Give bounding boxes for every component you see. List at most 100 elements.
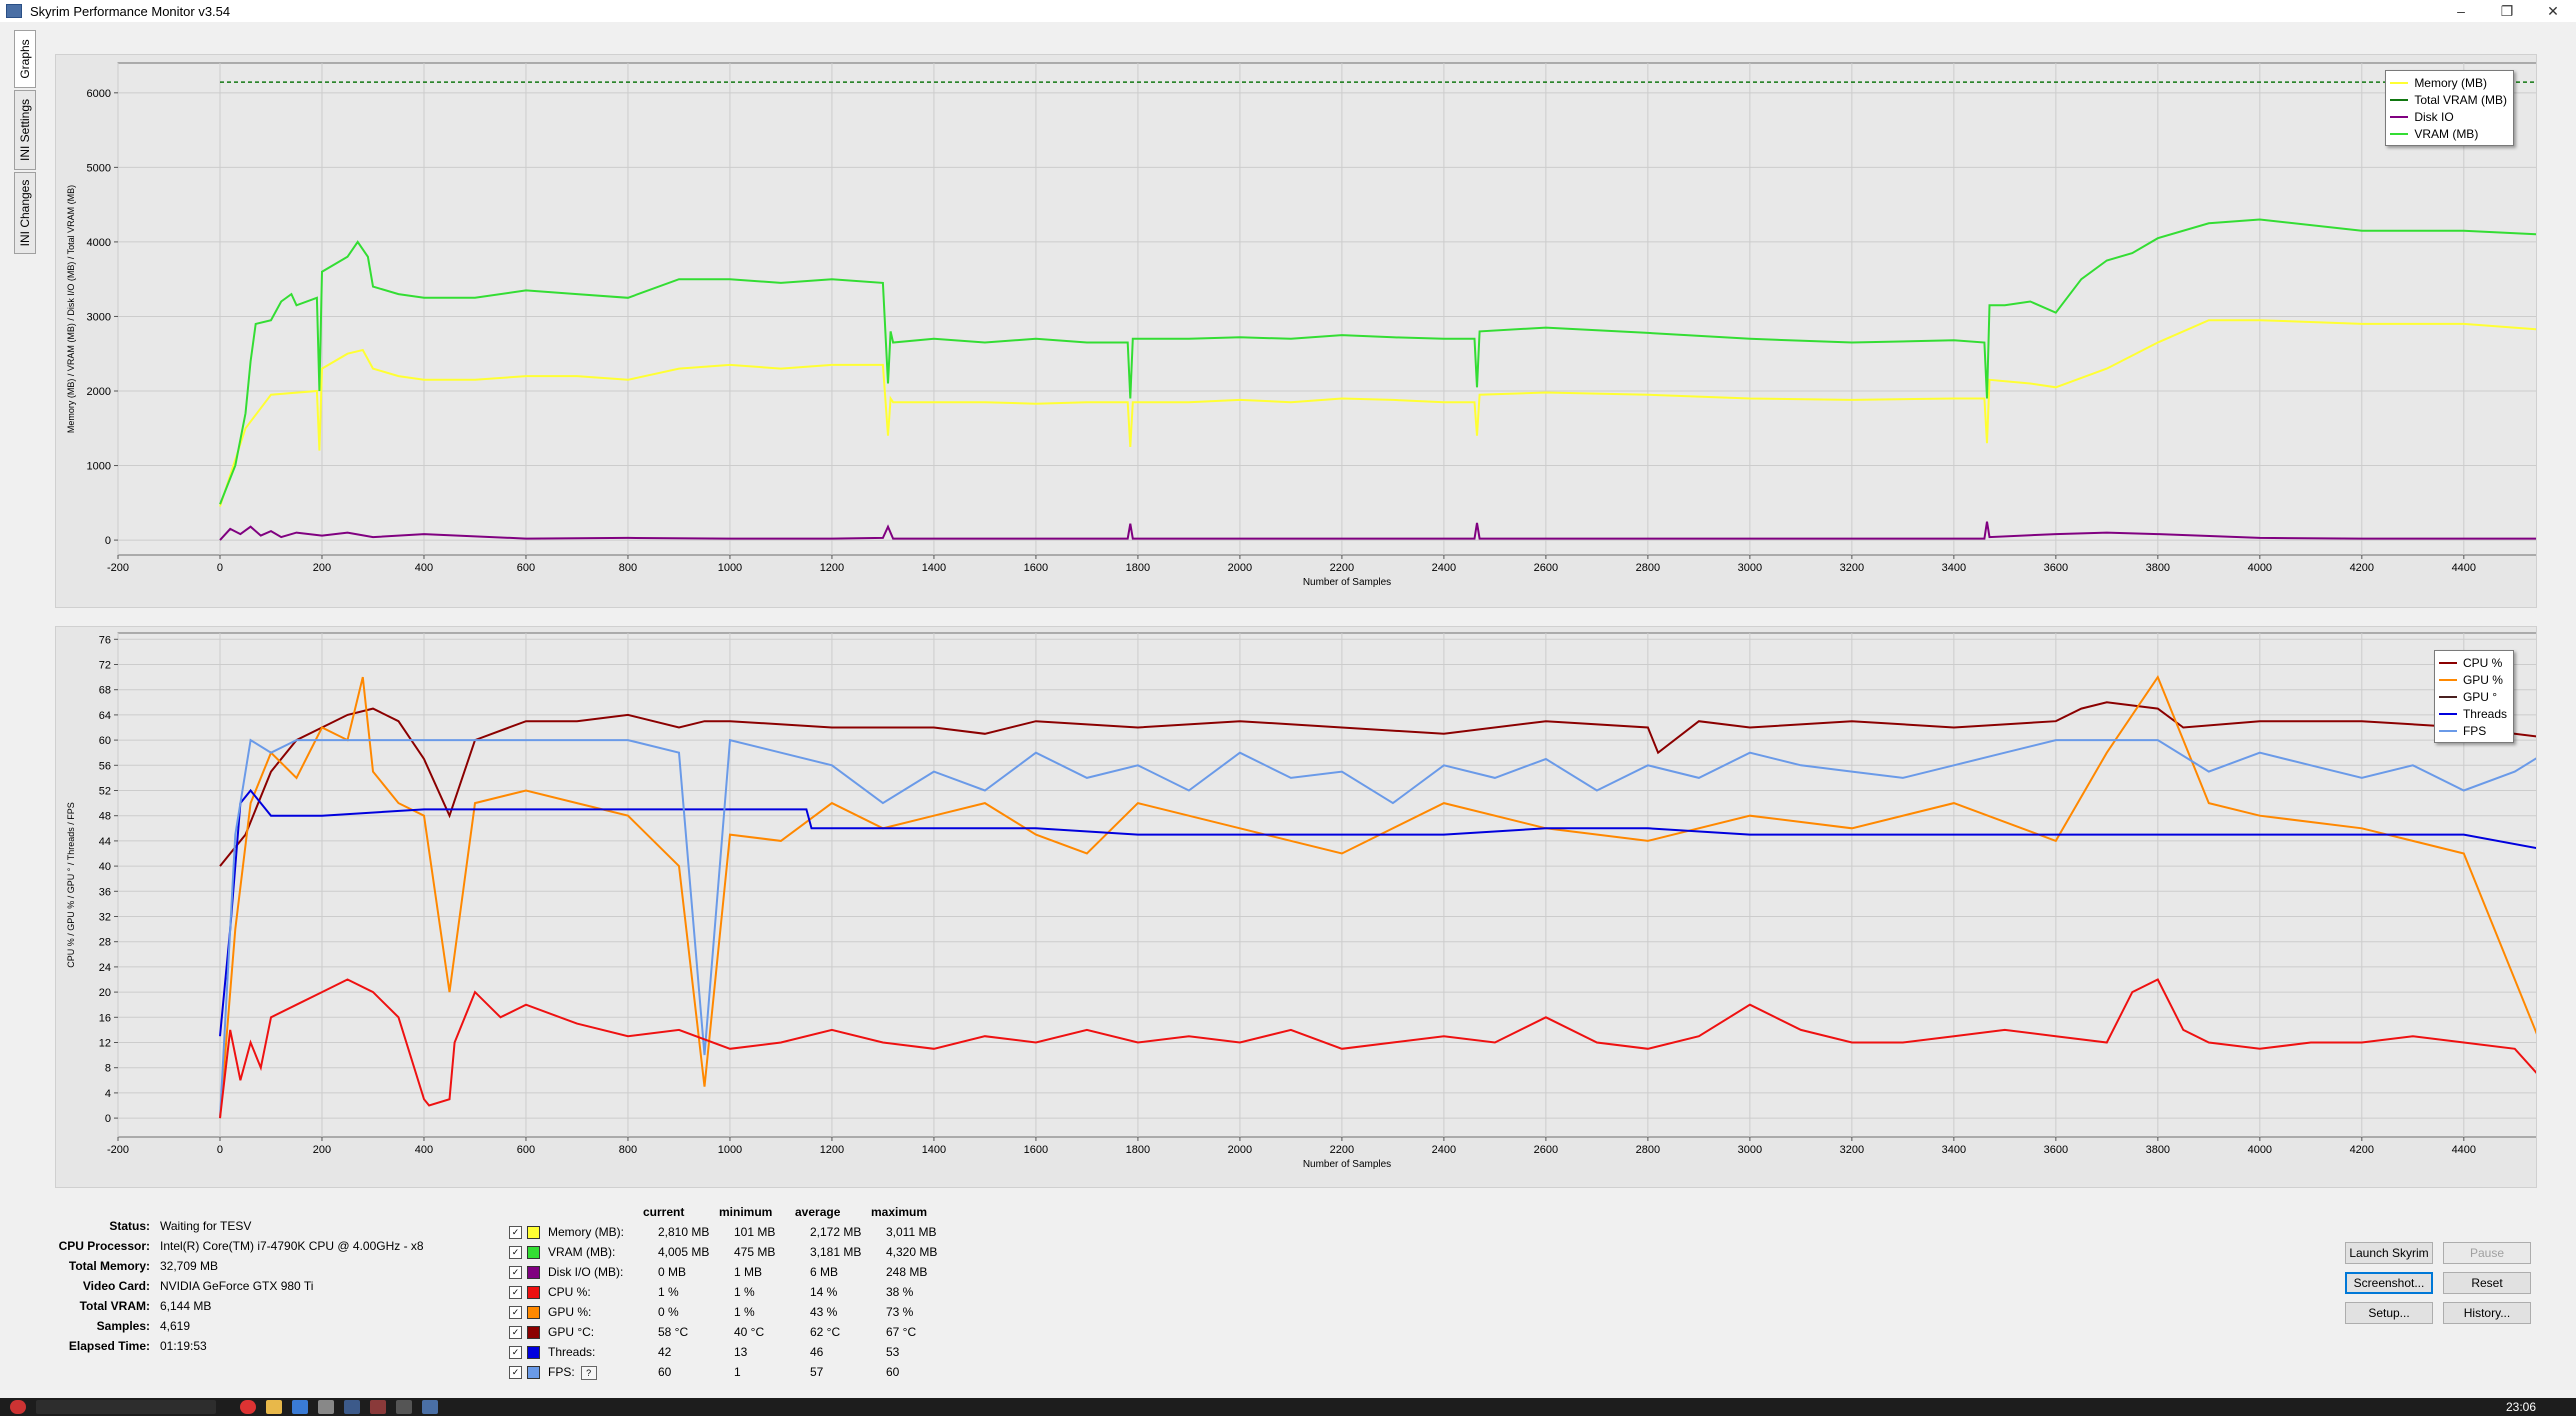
- series-checkbox[interactable]: ✓: [509, 1265, 522, 1279]
- help-icon[interactable]: ?: [580, 1365, 597, 1380]
- stat-current: 0 %: [658, 1305, 679, 1319]
- legend-swatch: [2390, 98, 2409, 101]
- series-line: [219, 521, 2536, 541]
- series-color-swatch: [527, 1265, 540, 1279]
- x-tick-label: 800: [619, 562, 637, 574]
- monitor-app-icon[interactable]: [422, 1400, 438, 1414]
- app-icon-4[interactable]: [318, 1400, 334, 1414]
- stat-label: FPS:?: [548, 1365, 658, 1380]
- browser-icon[interactable]: [292, 1400, 308, 1414]
- x-tick-label: 1000: [718, 562, 742, 574]
- window-title: Skyrim Performance Monitor v3.54: [30, 3, 231, 19]
- x-tick-label: 2200: [1330, 562, 1354, 574]
- stat-average: 14 %: [810, 1285, 838, 1299]
- series-checkbox[interactable]: ✓: [509, 1225, 522, 1239]
- legend-entry: GPU °: [2438, 688, 2507, 705]
- stat-current: 4,005 MB: [658, 1245, 710, 1259]
- x-tick-label: 2200: [1330, 1144, 1354, 1156]
- series-checkbox[interactable]: ✓: [509, 1325, 522, 1339]
- legend-label: Disk IO: [2414, 109, 2454, 124]
- x-tick-label: 400: [415, 562, 433, 574]
- stat-label: GPU %:: [548, 1305, 592, 1319]
- legend-swatch: [2438, 729, 2457, 732]
- cpu-value: Intel(R) Core(TM) i7-4790K CPU @ 4.00GHz…: [160, 1239, 424, 1253]
- folder-icon[interactable]: [266, 1400, 282, 1414]
- stat-current: 58 °C: [658, 1325, 689, 1339]
- series-checkbox[interactable]: ✓: [509, 1345, 522, 1359]
- stat-current: 1 %: [658, 1285, 679, 1299]
- y-tick-label: 64: [99, 710, 111, 722]
- legend-label: Memory (MB): [2414, 75, 2487, 90]
- x-tick-label: 600: [517, 562, 535, 574]
- stat-minimum: 1: [734, 1365, 741, 1379]
- series-color-swatch: [527, 1365, 540, 1379]
- stat-label: CPU %:: [548, 1285, 591, 1299]
- taskbar-window-item[interactable]: [36, 1400, 216, 1414]
- stat-average: 43 %: [810, 1305, 838, 1319]
- legend-entry: FPS: [2438, 722, 2507, 739]
- tab-ini-settings[interactable]: INI Settings: [14, 90, 36, 170]
- samples-value: 4,619: [160, 1319, 191, 1333]
- launch-skyrim-button[interactable]: Launch Skyrim: [2345, 1242, 2433, 1264]
- series-color-swatch: [527, 1225, 540, 1239]
- close-button[interactable]: ✕: [2547, 2, 2559, 19]
- tab-graphs[interactable]: Graphs: [14, 30, 36, 88]
- x-tick-label: 3000: [1738, 1144, 1762, 1156]
- y-tick-label: 52: [99, 786, 111, 798]
- start-orb-icon[interactable]: [10, 1400, 26, 1414]
- x-tick-label: 800: [619, 1144, 637, 1156]
- stat-row: ✓ CPU %: 1 % 1 % 14 % 38 %: [455, 1282, 962, 1302]
- info-cpu: CPU Processor: Intel(R) Core(TM) i7-4790K…: [58, 1239, 424, 1253]
- legend-entry: Memory (MB): [2390, 74, 2507, 91]
- series-checkbox[interactable]: ✓: [509, 1305, 522, 1319]
- tab-ini-changes[interactable]: INI Changes: [14, 172, 36, 254]
- legend-label: CPU %: [2462, 655, 2503, 670]
- stat-maximum: 73 %: [886, 1305, 914, 1319]
- info-video: Video Card: NVIDIA GeForce GTX 980 Ti: [82, 1279, 314, 1293]
- x-tick-label: 4200: [2350, 1144, 2374, 1156]
- history-button[interactable]: History...: [2443, 1302, 2531, 1324]
- minimize-button[interactable]: –: [2457, 3, 2465, 19]
- stat-minimum: 1 %: [734, 1285, 755, 1299]
- series-checkbox[interactable]: ✓: [509, 1245, 522, 1259]
- app-icon-7[interactable]: [396, 1400, 412, 1414]
- app-icon-6[interactable]: [370, 1400, 386, 1414]
- stat-maximum: 38 %: [886, 1285, 914, 1299]
- legend-swatch: [2390, 115, 2409, 118]
- chrome-icon[interactable]: [240, 1400, 256, 1414]
- screenshot-button[interactable]: Screenshot...: [2345, 1272, 2433, 1294]
- y-tick-label: 48: [99, 811, 111, 823]
- stat-label: Memory (MB):: [548, 1225, 624, 1239]
- plot-area: [117, 632, 2536, 1138]
- series-color-swatch: [527, 1245, 540, 1259]
- stat-minimum: 1 MB: [734, 1265, 763, 1279]
- maximize-button[interactable]: ❐: [2500, 2, 2514, 19]
- reset-button[interactable]: Reset: [2443, 1272, 2531, 1294]
- series-checkbox[interactable]: ✓: [509, 1365, 522, 1379]
- stat-minimum: 475 MB: [734, 1245, 776, 1259]
- memory-chart-panel: -200 0 200 400 600 800 1000 1200 1400 1600 1800 200…: [55, 54, 2537, 608]
- pause-button[interactable]: Pause: [2443, 1242, 2531, 1264]
- x-tick-label: 1800: [1126, 1144, 1150, 1156]
- x-tick-label: -200: [107, 1144, 129, 1156]
- setup-button[interactable]: Setup...: [2345, 1302, 2433, 1324]
- memory-value: 32,709 MB: [160, 1259, 219, 1273]
- stats-area: Status: Waiting for TESV CPU Processor: In…: [55, 1198, 2535, 1393]
- legend-entry: Total VRAM (MB): [2390, 91, 2507, 108]
- stat-maximum: 53: [886, 1345, 900, 1359]
- series-line: [219, 788, 2536, 1037]
- y-tick-label: 4: [105, 1088, 111, 1100]
- legend-label: VRAM (MB): [2414, 126, 2479, 141]
- steam-icon[interactable]: [344, 1400, 360, 1414]
- x-tick-label: 4400: [2452, 1144, 2476, 1156]
- cpu-gpu-chart-panel: -200 0 200 400 600 800 1000 1200 1400 1600 1800 200…: [55, 626, 2537, 1188]
- y-axis-label: CPU % / GPU % / GPU ° / Threads / FPS: [66, 802, 76, 967]
- stat-minimum: 13: [734, 1345, 748, 1359]
- series-checkbox[interactable]: ✓: [509, 1285, 522, 1299]
- stat-current: 42: [658, 1345, 672, 1359]
- x-tick-label: 3000: [1738, 562, 1762, 574]
- series-line: [219, 218, 2536, 505]
- x-tick-label: 4000: [2248, 562, 2272, 574]
- memory-chart: -200 0 200 400 600 800 1000 1200 1400 1600 1800 200…: [66, 62, 2536, 588]
- series-line: [219, 978, 2536, 1119]
